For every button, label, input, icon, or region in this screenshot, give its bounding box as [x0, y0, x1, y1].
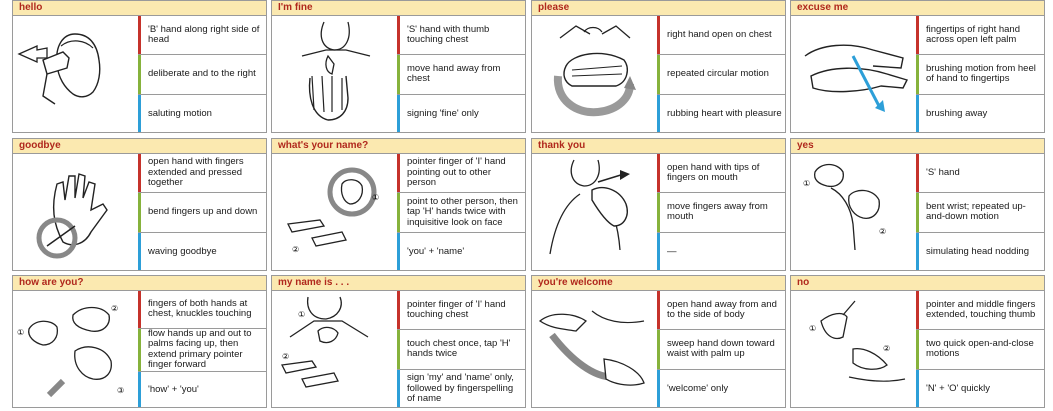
movement-row: deliberate and to the right [138, 55, 266, 95]
svg-text:②: ② [883, 344, 890, 353]
sweeping-hand-icon [532, 291, 657, 407]
handshape-row: 'S' hand with thumb touching chest [397, 16, 525, 56]
handshape-row: open hand away from and to the side of b… [657, 291, 785, 331]
handshape-row: pointer and middle fingers extended, tou… [916, 291, 1044, 331]
card-title: my name is . . . [272, 276, 525, 291]
sign-card: what's your name? ① ② pointer finger of … [271, 138, 526, 271]
brushing-palm-icon [791, 16, 916, 132]
handshape-row: 'S' hand [916, 154, 1044, 194]
sign-card: yes ① ② 'S' hand bent wrist; repeated up… [790, 138, 1045, 271]
card-title: excuse me [791, 1, 1044, 16]
sign-description: fingertips of right hand across open lef… [916, 16, 1044, 132]
meaning-row: saluting motion [138, 94, 266, 132]
card-title: yes [791, 139, 1044, 154]
sign-description: fingers of both hands at chest, knuckles… [138, 291, 266, 407]
sign-description: 'S' hand with thumb touching chest move … [397, 16, 525, 132]
sign-description: open hand away from and to the side of b… [657, 291, 785, 407]
sign-description: pointer finger of 'I' hand pointing out … [397, 154, 525, 270]
card-title: what's your name? [272, 139, 525, 154]
card-title: hello [13, 1, 266, 16]
meaning-row: signing 'fine' only [397, 94, 525, 132]
handshape-row: open hand with fingers extended and pres… [138, 154, 266, 194]
meaning-row: 'welcome' only [657, 369, 785, 407]
card-title: I'm fine [272, 1, 525, 16]
meaning-row: waving goodbye [138, 232, 266, 270]
movement-row: move hand away from chest [397, 55, 525, 95]
movement-row: brushing motion from heel of hand to fin… [916, 55, 1044, 95]
card-title: goodbye [13, 139, 266, 154]
handshape-row: pointer finger of 'I' hand pointing out … [397, 154, 525, 194]
sign-card: please right hand open on chest repeated… [531, 0, 786, 133]
meaning-row: brushing away [916, 94, 1044, 132]
card-title: you're welcome [532, 276, 785, 291]
sign-card: thank you open hand with tips of fingers… [531, 138, 786, 271]
snapping-fingers-icon: ① ② [791, 291, 916, 407]
handshape-row: 'B' hand along right side of head [138, 16, 266, 56]
sign-card: excuse me fingertips of right hand acros… [790, 0, 1045, 133]
sign-card: I'm fine 'S' hand with thumb touching ch… [271, 0, 526, 133]
svg-text:②: ② [111, 304, 118, 313]
svg-text:②: ② [282, 352, 289, 361]
sign-card: my name is . . . ① ② pointer finger of '… [271, 275, 526, 408]
sign-card: no ① ② pointer and middle fingers extend… [790, 275, 1045, 408]
meaning-row: — [657, 232, 785, 270]
meaning-row: 'how' + 'you' [138, 371, 266, 407]
tap-hands-icon: ① ② [272, 291, 397, 407]
card-title: please [532, 1, 785, 16]
svg-text:①: ① [17, 328, 24, 337]
svg-text:②: ② [879, 227, 886, 236]
hand-mouth-icon [532, 154, 657, 270]
meaning-row: 'you' + 'name' [397, 232, 525, 270]
movement-row: bent wrist; repeated up-and-down motion [916, 193, 1044, 233]
handshape-row: fingers of both hands at chest, knuckles… [138, 291, 266, 329]
circular-hand-chest-icon [532, 16, 657, 132]
sign-card: hello 'B' hand along right side of head … [12, 0, 267, 133]
movement-row: sweep hand down toward waist with palm u… [657, 330, 785, 370]
saluting-hand-icon [13, 16, 138, 132]
knuckles-hands-icon: ① ② ③ [13, 291, 138, 407]
sign-card: goodbye open hand with fingers extended … [12, 138, 267, 271]
svg-text:③: ③ [117, 386, 124, 395]
card-title: how are you? [13, 276, 266, 291]
svg-text:①: ① [372, 193, 379, 202]
handshape-row: fingertips of right hand across open lef… [916, 16, 1044, 56]
meaning-row: simulating head nodding [916, 232, 1044, 270]
movement-row: touch chest once, tap 'H' hands twice [397, 330, 525, 370]
movement-row: point to other person, then tap 'H' hand… [397, 193, 525, 233]
svg-text:①: ① [803, 179, 810, 188]
sign-description: open hand with tips of fingers on mouth … [657, 154, 785, 270]
waving-hand-icon [13, 154, 138, 270]
movement-row: flow hands up and out to palms facing up… [138, 328, 266, 372]
handshape-row: pointer finger of 'I' hand touching ches… [397, 291, 525, 331]
handshape-row: open hand with tips of fingers on mouth [657, 154, 785, 194]
sign-description: right hand open on chest repeated circul… [657, 16, 785, 132]
movement-row: bend fingers up and down [138, 193, 266, 233]
sign-card: how are you? ① ② ③ fingers of both hands… [12, 275, 267, 408]
nodding-fist-icon: ① ② [791, 154, 916, 270]
thumb-chest-icon [272, 16, 397, 132]
movement-row: repeated circular motion [657, 55, 785, 95]
meaning-row: rubbing heart with pleasure [657, 94, 785, 132]
svg-text:①: ① [298, 310, 305, 319]
movement-row: move fingers away from mouth [657, 193, 785, 233]
sign-description: pointer and middle fingers extended, tou… [916, 291, 1044, 407]
sign-description: 'B' hand along right side of head delibe… [138, 16, 266, 132]
svg-text:①: ① [809, 324, 816, 333]
pointing-hand-icon: ① ② [272, 154, 397, 270]
card-title: no [791, 276, 1044, 291]
sign-description: 'S' hand bent wrist; repeated up-and-dow… [916, 154, 1044, 270]
sign-description: pointer finger of 'I' hand touching ches… [397, 291, 525, 407]
meaning-row: 'N' + 'O' quickly [916, 369, 1044, 407]
meaning-row: sign 'my' and 'name' only, followed by f… [397, 369, 525, 407]
handshape-row: right hand open on chest [657, 16, 785, 56]
card-title: thank you [532, 139, 785, 154]
movement-row: two quick open-and-close motions [916, 330, 1044, 370]
svg-text:②: ② [292, 245, 299, 254]
sign-card: you're welcome open hand away from and t… [531, 275, 786, 408]
sign-description: open hand with fingers extended and pres… [138, 154, 266, 270]
